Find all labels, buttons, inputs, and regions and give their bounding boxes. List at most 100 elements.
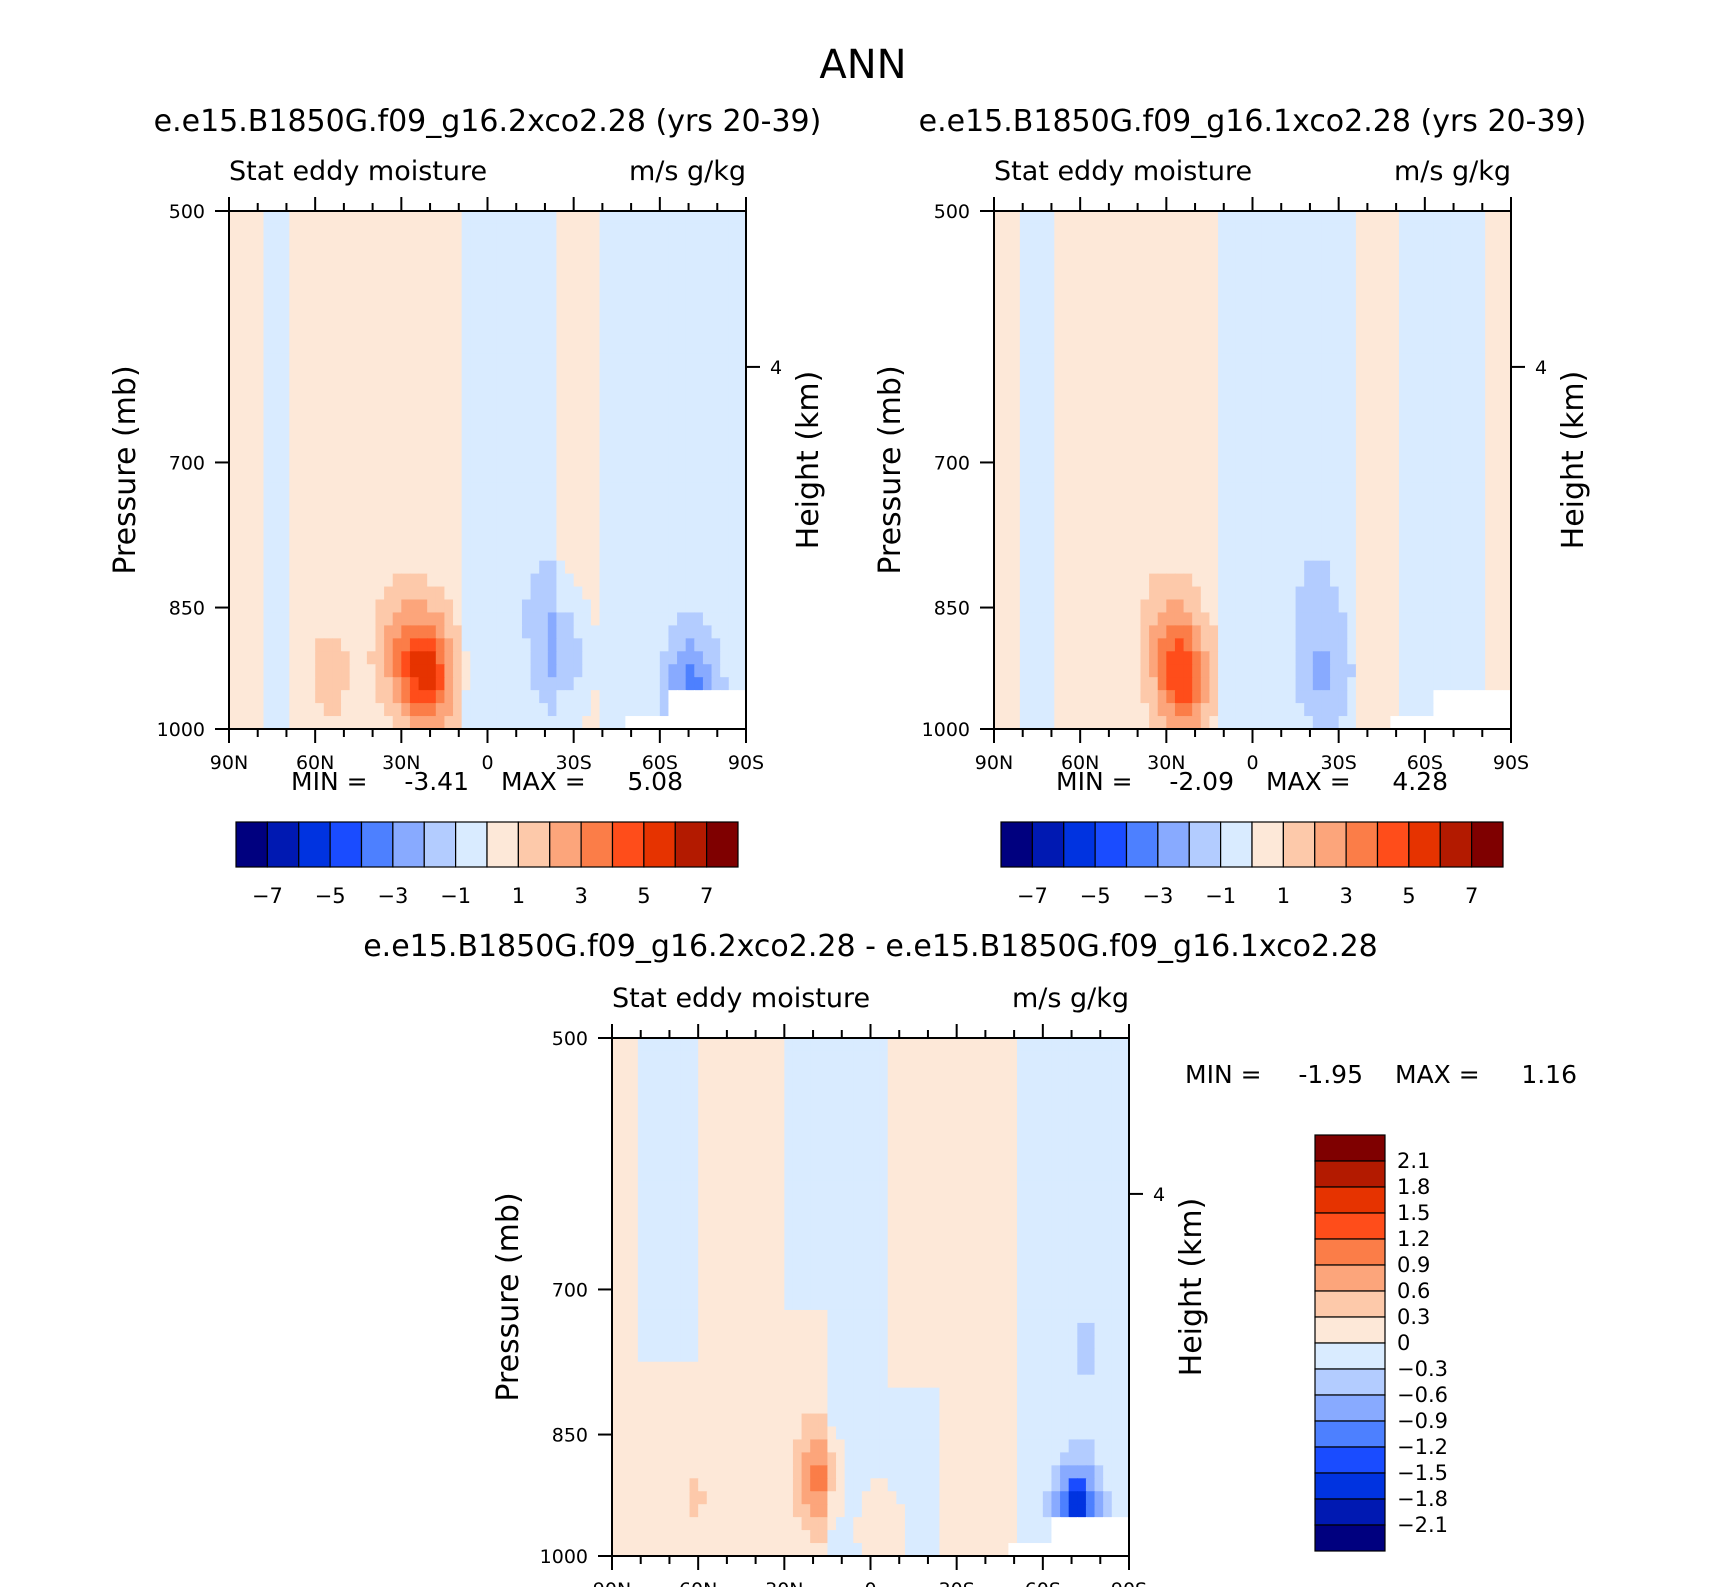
contour-cell: [1459, 314, 1469, 329]
contour-cell: [1381, 223, 1391, 238]
contour-cell: [409, 703, 420, 717]
contour-cell: [620, 1038, 630, 1052]
contour-cell: [1019, 534, 1030, 549]
contour-cell: [1045, 392, 1055, 406]
contour-cell: [418, 495, 428, 510]
contour-cell: [1114, 508, 1124, 523]
contour-cell: [1424, 457, 1435, 471]
contour-cell: [1226, 638, 1236, 652]
contour-cell: [1485, 353, 1495, 367]
contour-cell: [1209, 366, 1219, 380]
contour-cell: [1149, 249, 1159, 264]
contour-cell: [1459, 340, 1469, 355]
contour-cell: [1062, 457, 1073, 471]
contour-cell: [530, 392, 540, 406]
contour-cell: [1080, 482, 1090, 497]
contour-cell: [1062, 211, 1073, 225]
contour-cell: [1416, 677, 1426, 691]
contour-cell: [1200, 211, 1211, 225]
contour-cell: [1183, 249, 1193, 264]
contour-cell: [547, 275, 558, 290]
contour-cell: [384, 599, 394, 614]
contour-cell: [582, 690, 592, 704]
contour-cell: [1321, 664, 1331, 678]
contour-cell: [677, 534, 687, 549]
contour-cell: [306, 495, 316, 510]
contour-cell: [1106, 716, 1116, 730]
contour-cell: [1149, 703, 1159, 717]
contour-cell: [478, 340, 489, 355]
contour-cell: [1062, 405, 1073, 419]
contour-cell: [349, 521, 359, 536]
contour-cell: [341, 405, 351, 419]
contour-cell: [1269, 703, 1279, 717]
contour-cell: [608, 625, 618, 639]
contour-cell: [1416, 495, 1426, 510]
contour-cell: [1226, 690, 1236, 704]
contour-cell: [263, 612, 273, 626]
contour-cell: [565, 353, 575, 367]
contour-cell: [1355, 470, 1366, 484]
contour-cell: [1235, 211, 1245, 225]
contour-cell: [1028, 638, 1038, 652]
contour-cell: [616, 314, 626, 329]
contour-cell: [1019, 314, 1030, 329]
contour-cell: [1295, 301, 1305, 316]
contour-cell: [246, 353, 256, 367]
contour-cell: [1269, 534, 1279, 549]
contour-cell: [642, 690, 652, 704]
contour-cell: [1476, 716, 1486, 730]
contour-cell: [409, 495, 420, 510]
contour-cell: [702, 405, 713, 419]
contour-cell: [272, 211, 282, 225]
colorbar-label: −5: [315, 884, 346, 908]
contour-cell: [668, 470, 678, 484]
contour-cell: [229, 703, 239, 717]
contour-cell: [1347, 521, 1357, 536]
contour-cell: [1209, 638, 1219, 652]
contour-cell: [341, 690, 351, 704]
contour-cell: [737, 599, 747, 614]
contour-cell: [1442, 703, 1452, 717]
contour-cell: [409, 482, 420, 497]
contour-cell: [659, 664, 670, 678]
contour-cell: [1355, 638, 1366, 652]
contour-cell: [728, 236, 738, 251]
contour-cell: [418, 457, 428, 471]
contour-cell: [323, 547, 333, 562]
contour-cell: [1045, 327, 1055, 342]
contour-cell: [659, 275, 670, 290]
contour-cell: [1269, 716, 1279, 730]
contour-cell: [616, 547, 626, 562]
contour-cell: [409, 444, 420, 458]
contour-cell: [608, 262, 618, 277]
contour-cell: [1502, 405, 1512, 419]
contour-cell: [625, 612, 635, 626]
contour-cell: [237, 418, 247, 432]
contour-cell: [1071, 301, 1081, 316]
contour-cell: [444, 625, 454, 639]
contour-cell: [521, 353, 532, 367]
contour-cell: [1330, 612, 1340, 626]
contour-cell: [1450, 223, 1460, 238]
contour-cell: [401, 236, 411, 251]
contour-cell: [677, 340, 687, 355]
contour-cell: [1114, 677, 1124, 691]
contour-cell: [633, 703, 644, 717]
contour-cell: [1062, 716, 1073, 730]
contour-cell: [633, 534, 644, 549]
contour-cell: [254, 353, 265, 367]
contour-cell: [1106, 677, 1116, 691]
contour-cell: [237, 703, 247, 717]
contour-cell: [737, 560, 747, 575]
contour-cell: [1398, 470, 1409, 484]
contour-cell: [1286, 262, 1297, 277]
contour-cell: [599, 431, 609, 445]
contour-cell: [1131, 249, 1142, 264]
contour-cell: [513, 262, 523, 277]
contour-cell: [1140, 651, 1150, 665]
contour-cell: [1209, 495, 1219, 510]
contour-cell: [1157, 651, 1167, 665]
contour-cell: [659, 677, 670, 691]
contour-cell: [590, 599, 601, 614]
